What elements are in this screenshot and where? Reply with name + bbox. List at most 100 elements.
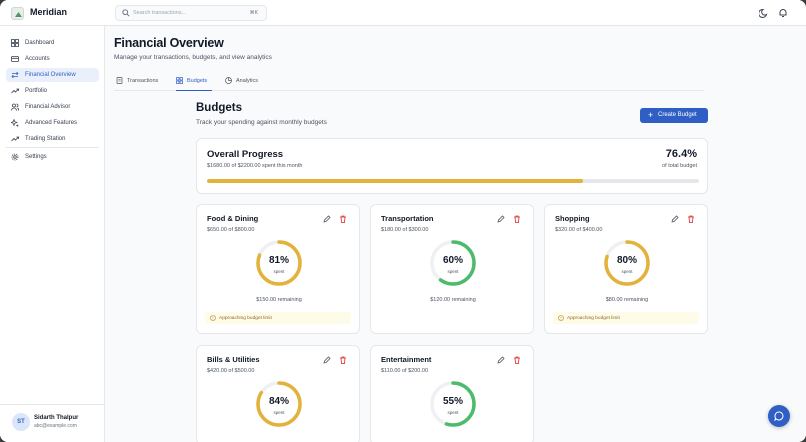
overall-progress-track bbox=[207, 179, 699, 183]
search-input[interactable]: Search transactions... ⌘K bbox=[115, 5, 267, 21]
sidebar-item-financial-overview[interactable]: Financial Overview bbox=[6, 68, 99, 82]
budget-amount: $110.00 of $200.00 bbox=[381, 368, 428, 374]
budget-amount: $650.00 of $800.00 bbox=[207, 227, 255, 233]
budget-card: Transportation $180.00 of $300.00 60% sp… bbox=[370, 204, 534, 334]
tab-label: Transactions bbox=[127, 78, 159, 84]
create-budget-button[interactable]: + Create Budget bbox=[640, 108, 708, 123]
sparkles-icon bbox=[11, 119, 19, 127]
overall-progress-fill bbox=[207, 179, 583, 183]
avatar: ST bbox=[12, 413, 30, 431]
budget-percent-label: spent bbox=[447, 269, 459, 274]
users-icon bbox=[11, 103, 19, 111]
budget-percent: 84% bbox=[268, 396, 289, 407]
budget-amount: $320.00 of $400.00 bbox=[555, 227, 603, 233]
top-bar: Meridian Search transactions... ⌘K bbox=[0, 0, 806, 26]
warning-label: Approaching budget limit bbox=[219, 315, 272, 321]
budget-remaining: $80.00 remaining bbox=[605, 297, 649, 303]
overall-title: Overall Progress bbox=[207, 149, 284, 160]
trash-icon[interactable] bbox=[513, 215, 521, 223]
card-icon bbox=[11, 56, 19, 62]
gear-icon bbox=[11, 153, 19, 161]
section-subtitle: Track your spending against monthly budg… bbox=[196, 119, 327, 126]
budget-card: Bills & Utilities $420.00 of $500.00 84%… bbox=[196, 345, 360, 442]
trash-icon[interactable] bbox=[339, 356, 347, 364]
user-name: Sidarth Thalpur bbox=[34, 415, 79, 421]
sidebar-item-advanced-features[interactable]: Advanced Features bbox=[6, 116, 99, 130]
tab-bar: Transactions Budgets Analytics bbox=[114, 71, 704, 91]
progress-ring bbox=[430, 381, 476, 427]
sidebar-item-portfolio[interactable]: Portfolio bbox=[6, 84, 99, 98]
search-icon bbox=[122, 9, 130, 17]
main-content: Financial Overview Manage your transacti… bbox=[106, 26, 806, 442]
sidebar-item-label: Portfolio bbox=[25, 88, 48, 94]
tab-analytics[interactable]: Analytics bbox=[225, 76, 265, 91]
moon-icon[interactable] bbox=[759, 8, 769, 18]
budget-percent: 60% bbox=[442, 255, 463, 266]
trend-icon bbox=[11, 136, 19, 142]
budget-percent-label: spent bbox=[447, 410, 459, 415]
budget-name: Bills & Utilities bbox=[207, 355, 260, 364]
progress-ring bbox=[604, 240, 650, 286]
edit-icon[interactable] bbox=[497, 356, 505, 364]
budget-remaining: $120.00 remaining bbox=[430, 297, 476, 303]
budget-card: Food & Dining $650.00 of $800.00 81% spe… bbox=[196, 204, 360, 334]
sidebar-item-label: Accounts bbox=[25, 56, 50, 62]
sidebar-item-label: Advanced Features bbox=[25, 120, 78, 126]
edit-icon[interactable] bbox=[323, 215, 331, 223]
budget-warning: Approaching budget limit bbox=[205, 312, 351, 324]
sidebar-item-label: Financial Overview bbox=[25, 72, 76, 78]
sidebar-divider bbox=[6, 147, 99, 148]
budget-card: Entertainment $110.00 of $200.00 55% spe… bbox=[370, 345, 534, 442]
overall-percent: 76.4% bbox=[665, 148, 697, 160]
sidebar-item-label: Dashboard bbox=[25, 40, 55, 46]
chat-button[interactable] bbox=[768, 405, 790, 427]
tab-transactions[interactable]: Transactions bbox=[116, 76, 166, 91]
sidebar-item-label: Trading Station bbox=[25, 136, 66, 142]
edit-icon[interactable] bbox=[497, 215, 505, 223]
grid-icon bbox=[11, 39, 19, 47]
budget-name: Food & Dining bbox=[207, 214, 259, 223]
arrows-icon bbox=[11, 71, 19, 79]
sidebar-item-financial-advisor[interactable]: Financial Advisor bbox=[6, 100, 99, 114]
alert-circle-icon bbox=[210, 315, 216, 321]
budget-percent: 81% bbox=[268, 255, 289, 266]
brand-name: Meridian bbox=[30, 7, 68, 17]
budget-percent-label: spent bbox=[273, 410, 285, 415]
doc-icon bbox=[116, 77, 123, 84]
chat-icon bbox=[774, 411, 784, 421]
tab-budgets[interactable]: Budgets bbox=[176, 76, 212, 91]
sidebar: Dashboard Accounts Financial Overview Po… bbox=[0, 26, 105, 442]
trash-icon[interactable] bbox=[513, 356, 521, 364]
page-subtitle: Manage your transactions, budgets, and v… bbox=[114, 54, 272, 61]
alert-circle-icon bbox=[558, 315, 564, 321]
budget-percent: 80% bbox=[616, 255, 637, 266]
sidebar-item-dashboard[interactable]: Dashboard bbox=[6, 36, 99, 50]
budget-name: Shopping bbox=[555, 214, 590, 223]
bell-icon[interactable] bbox=[778, 8, 788, 18]
budget-card: Shopping $320.00 of $400.00 80% spent $8… bbox=[544, 204, 708, 334]
sidebar-item-label: Settings bbox=[25, 154, 47, 160]
sidebar-item-settings[interactable]: Settings bbox=[6, 150, 99, 164]
trash-icon[interactable] bbox=[687, 215, 695, 223]
user-profile[interactable]: ST Sidarth Thalpur abc@example.com bbox=[0, 404, 105, 442]
trash-icon[interactable] bbox=[339, 215, 347, 223]
budget-name: Entertainment bbox=[381, 355, 432, 364]
budget-remaining: $150.00 remaining bbox=[256, 297, 302, 303]
search-placeholder: Search transactions... bbox=[133, 10, 187, 16]
grid-icon bbox=[176, 77, 183, 84]
budget-amount: $420.00 of $500.00 bbox=[207, 368, 255, 374]
edit-icon[interactable] bbox=[671, 215, 679, 223]
sidebar-item-accounts[interactable]: Accounts bbox=[6, 52, 99, 66]
sidebar-item-trading-station[interactable]: Trading Station bbox=[6, 132, 99, 146]
trend-icon bbox=[11, 88, 19, 94]
pie-icon bbox=[225, 77, 232, 84]
tab-label: Analytics bbox=[236, 78, 259, 84]
progress-ring bbox=[256, 381, 302, 427]
progress-ring bbox=[256, 240, 302, 286]
budget-name: Transportation bbox=[381, 214, 434, 223]
warning-label: Approaching budget limit bbox=[567, 315, 620, 321]
search-shortcut: ⌘K bbox=[249, 10, 258, 16]
budget-percent-label: spent bbox=[621, 269, 633, 274]
edit-icon[interactable] bbox=[323, 356, 331, 364]
